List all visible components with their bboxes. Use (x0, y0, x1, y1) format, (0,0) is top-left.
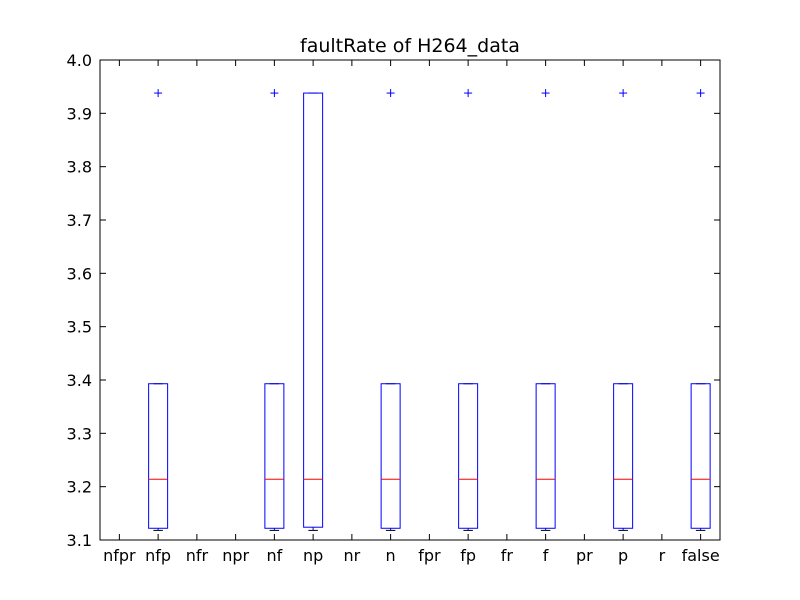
x-tick-label: pr (576, 546, 593, 565)
x-tick-label: nr (344, 546, 361, 565)
chart-title: faultRate of H264_data (300, 35, 520, 57)
x-tick-label: false (682, 546, 720, 565)
flier-marker (696, 89, 705, 98)
box-n (380, 383, 401, 529)
plot-area (148, 89, 711, 531)
x-tick-label: np (303, 546, 323, 565)
flier-marker (270, 89, 279, 98)
y-tick-label: 3.2 (67, 478, 92, 497)
box-fp (458, 383, 479, 529)
x-tick-label: fpr (418, 546, 441, 565)
box-false (690, 383, 711, 529)
y-tick-label: 3.6 (67, 264, 92, 283)
y-tick-label: 3.9 (67, 104, 92, 123)
x-tick-label: npr (222, 546, 249, 565)
x-tick-label: f (543, 546, 549, 565)
y-tick-label: 4.0 (67, 51, 92, 70)
x-tick-label: nfr (186, 546, 209, 565)
flier-marker (619, 89, 628, 98)
box-nfp (148, 383, 169, 529)
x-tick-label: nfpr (103, 546, 136, 565)
box-p (613, 383, 634, 529)
y-tick-label: 3.7 (67, 211, 92, 230)
y-tick-label: 3.3 (67, 424, 92, 443)
x-tick-label: nf (266, 546, 282, 565)
x-tick-label: p (618, 546, 628, 565)
box-nf (264, 383, 285, 529)
y-tick-label: 3.1 (67, 531, 92, 550)
box-f (535, 383, 556, 529)
x-tick-label: fr (501, 546, 514, 565)
y-tick-label: 3.8 (67, 158, 92, 177)
axes-frame (99, 59, 721, 541)
box-np (303, 92, 324, 528)
x-tick-label: nfp (145, 546, 171, 565)
flier-marker (464, 89, 473, 98)
x-tick-label: r (659, 546, 666, 565)
x-tick-label: fp (460, 546, 476, 565)
flier-marker (386, 89, 395, 98)
x-tick-label: n (386, 546, 396, 565)
y-tick-label: 3.4 (67, 371, 92, 390)
flier-marker (541, 89, 550, 98)
y-tick-label: 3.5 (67, 318, 92, 337)
flier-marker (154, 89, 163, 98)
